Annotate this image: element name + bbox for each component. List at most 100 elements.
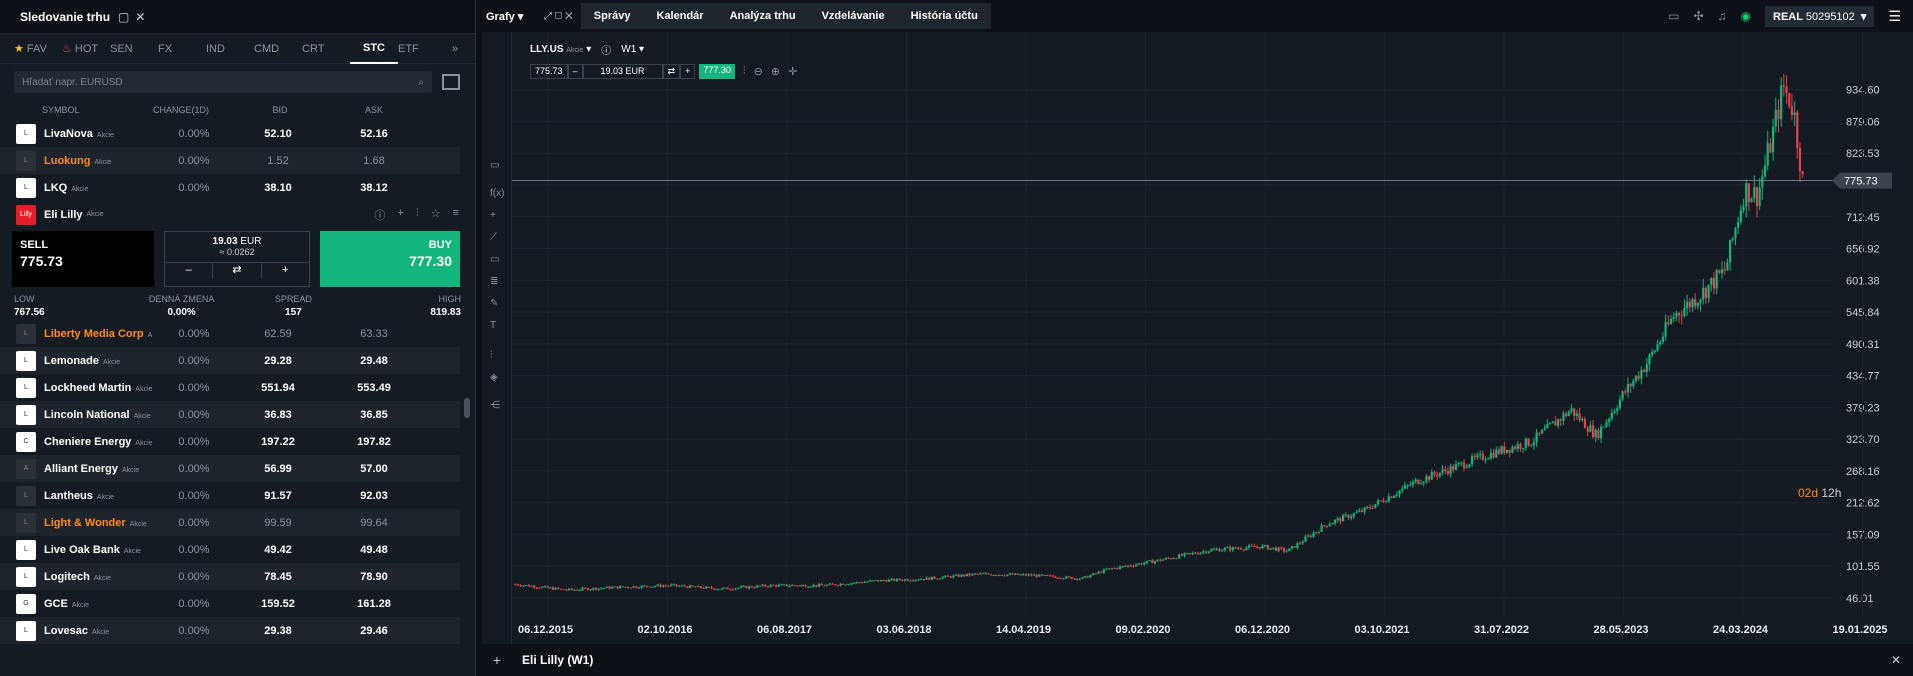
- candles-style-icon[interactable]: ⫶: [742, 65, 746, 77]
- instrument-bid[interactable]: 91.57: [264, 489, 292, 502]
- instrument-bid[interactable]: 1.52: [267, 154, 289, 167]
- instrument-bid[interactable]: 197.22: [261, 435, 295, 448]
- instrument-ask[interactable]: 49.48: [360, 543, 388, 556]
- tab-hot[interactable]: ♨ HOT: [62, 42, 99, 56]
- tab-crt[interactable]: CRT: [302, 42, 325, 55]
- filter-icon[interactable]: ≡: [452, 206, 459, 219]
- grid-view-icon[interactable]: [442, 74, 460, 90]
- layers-icon[interactable]: ◈: [490, 372, 498, 383]
- tab-cmd[interactable]: CMD: [254, 42, 280, 55]
- chat-icon[interactable]: ▭: [490, 160, 500, 171]
- instrument-row[interactable]: L LivaNova Akcie 0.00% 52.10 52.16: [0, 120, 460, 147]
- instrument-row[interactable]: G GCE Akcie 0.00% 159.52 161.28: [0, 590, 460, 617]
- instrument-ask[interactable]: 161.28: [357, 597, 391, 610]
- volume-value[interactable]: 19.03: [212, 236, 238, 247]
- instrument-row[interactable]: L Liberty Media Corp A 0.00% 62.59 63.33: [0, 320, 460, 347]
- bell-icon[interactable]: ♫: [1717, 9, 1727, 23]
- instrument-bid[interactable]: 38.10: [264, 181, 292, 194]
- layout-icon[interactable]: ▭: [1668, 9, 1680, 23]
- tab-ind[interactable]: IND: [206, 42, 225, 55]
- selected-instrument[interactable]: Lilly Eli Lilly Akcie ⓘ + ⫶ ☆ ≡: [0, 201, 475, 228]
- instrument-ask[interactable]: 1.68: [363, 154, 385, 167]
- nav-4[interactable]: História účtu: [910, 10, 978, 22]
- instrument-row[interactable]: L Lemonade Akcie 0.00% 29.28 29.48: [0, 347, 460, 374]
- nav-2[interactable]: Analýza trhu: [729, 10, 796, 22]
- close-icon[interactable]: ✕: [135, 9, 146, 24]
- zoom-out-icon[interactable]: ⊖: [753, 66, 763, 78]
- nav-3[interactable]: Vzdelávanie: [821, 10, 885, 22]
- instrument-row[interactable]: L Lantheus Akcie 0.00% 91.57 92.03: [0, 482, 460, 509]
- instrument-row[interactable]: L Lovesac Akcie 0.00% 29.38 29.46: [0, 617, 460, 644]
- tab-fx[interactable]: FX: [158, 42, 173, 55]
- instrument-ask[interactable]: 99.64: [360, 516, 388, 529]
- col-bid[interactable]: BID: [272, 105, 288, 115]
- instrument-ask[interactable]: 553.49: [357, 381, 391, 394]
- instrument-bid[interactable]: 36.83: [264, 408, 292, 421]
- tab-fav[interactable]: ★ FAV: [14, 42, 47, 56]
- info-icon[interactable]: ⓘ: [374, 209, 386, 222]
- instrument-ask[interactable]: 29.46: [360, 624, 388, 637]
- search-icon[interactable]: ⌕: [418, 76, 424, 88]
- chart-tab[interactable]: Eli Lilly (W1): [522, 653, 594, 667]
- instrument-ask[interactable]: 78.90: [360, 570, 388, 583]
- col-change[interactable]: CHANGE(1D): [152, 105, 209, 115]
- add-icon[interactable]: +: [397, 206, 404, 219]
- candles-icon[interactable]: ⫶: [490, 350, 493, 361]
- sell-button[interactable]: SELL 775.73: [12, 231, 154, 287]
- line-tool-icon[interactable]: ⟋: [490, 232, 497, 243]
- hamburger-menu-icon[interactable]: ☰: [1888, 7, 1901, 24]
- instrument-row[interactable]: L Logitech Akcie 0.00% 78.45 78.90: [0, 563, 460, 590]
- grafy-menu[interactable]: Grafy ▾: [486, 10, 524, 23]
- instrument-ask[interactable]: 29.48: [360, 354, 388, 367]
- chart-buy-price[interactable]: 777.30: [699, 64, 735, 79]
- chart-area[interactable]: 934.60879.06823.53712.45656.92601.38545.…: [482, 32, 1913, 644]
- chart-icon[interactable]: ⫶: [415, 206, 419, 219]
- instrument-ask[interactable]: 38.12: [360, 181, 388, 194]
- instrument-ask[interactable]: 57.00: [360, 462, 388, 475]
- more-tabs-icon[interactable]: »: [452, 42, 459, 55]
- instrument-row[interactable]: C Cheniere Energy Akcie 0.00% 197.22 197.82: [0, 428, 460, 455]
- instrument-ask[interactable]: 63.33: [360, 327, 388, 340]
- instrument-ask[interactable]: 36.85: [360, 408, 388, 421]
- text-tool-icon[interactable]: T: [490, 320, 497, 331]
- instrument-bid[interactable]: 52.10: [264, 127, 292, 140]
- instrument-bid[interactable]: 29.38: [264, 624, 292, 637]
- chart-volume-plus[interactable]: +: [680, 64, 696, 79]
- crosshair-tool-icon[interactable]: +: [490, 210, 496, 221]
- volume-minus-button[interactable]: –: [165, 263, 214, 278]
- col-ask[interactable]: ASK: [364, 105, 383, 115]
- instrument-row[interactable]: L LKQ Akcie 0.00% 38.10 38.12: [0, 174, 460, 201]
- volume-switch-icon[interactable]: ⇄: [213, 263, 262, 278]
- instrument-bid[interactable]: 78.45: [264, 570, 292, 583]
- share-icon[interactable]: ⋲: [490, 400, 500, 411]
- add-chart-button[interactable]: +: [492, 652, 502, 668]
- tab-sen[interactable]: SEN: [110, 42, 133, 55]
- fib-tool-icon[interactable]: ≣: [490, 276, 499, 287]
- instrument-row[interactable]: A Alliant Energy Akcie 0.00% 56.99 57.00: [0, 455, 460, 482]
- instrument-bid[interactable]: 99.59: [264, 516, 292, 529]
- star-icon[interactable]: ☆: [430, 207, 441, 220]
- indicators-icon[interactable]: f(x): [490, 188, 505, 199]
- price-chart[interactable]: 934.60879.06823.53712.45656.92601.38545.…: [482, 32, 1913, 644]
- instrument-ask[interactable]: 92.03: [360, 489, 388, 502]
- nav-1[interactable]: Kalendár: [656, 10, 704, 22]
- instrument-row[interactable]: L Live Oak Bank Akcie 0.00% 49.42 49.48: [0, 536, 460, 563]
- account-selector[interactable]: REAL 50295102 ▾: [1765, 5, 1875, 27]
- chart-volume[interactable]: 19.03 EUR: [582, 64, 663, 79]
- network-icon[interactable]: ✣: [1693, 9, 1704, 23]
- tab-etf[interactable]: ETF: [398, 42, 419, 55]
- instrument-bid[interactable]: 551.94: [261, 381, 295, 394]
- instrument-row[interactable]: L Lockheed Martin Akcie 0.00% 551.94 553.49: [0, 374, 460, 401]
- close-chart-icon[interactable]: ✕: [1890, 653, 1901, 667]
- instrument-bid[interactable]: 29.28: [264, 354, 292, 367]
- nav-0[interactable]: Správy: [593, 10, 631, 22]
- instrument-bid[interactable]: 159.52: [261, 597, 295, 610]
- zoom-in-icon[interactable]: ⊕: [770, 66, 781, 78]
- popout-icon[interactable]: ▢: [118, 9, 130, 24]
- info-icon[interactable]: ⓘ: [601, 46, 612, 57]
- instrument-ask[interactable]: 52.16: [360, 127, 388, 140]
- col-symbol[interactable]: SYMBOL: [42, 105, 80, 115]
- pen-tool-icon[interactable]: ✎: [490, 298, 499, 309]
- instrument-row[interactable]: L Lincoln National Akcie 0.00% 36.83 36.85: [0, 401, 460, 428]
- scrollbar[interactable]: [464, 398, 470, 418]
